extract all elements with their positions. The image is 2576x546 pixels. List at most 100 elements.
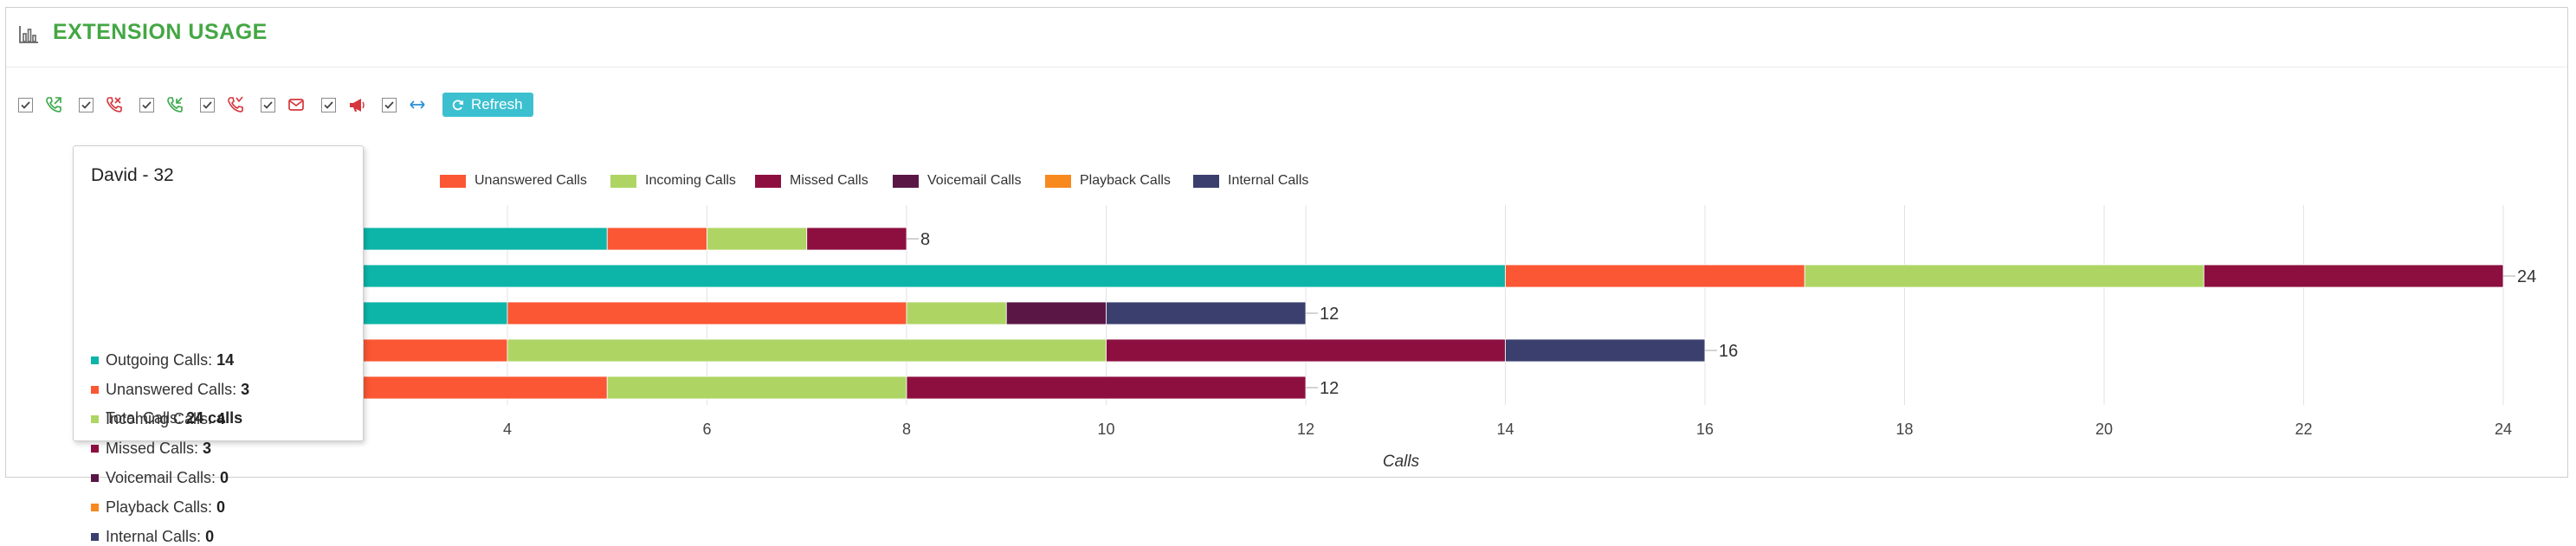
tooltip-total-value: 24 calls	[186, 409, 243, 427]
phone-missed-icon	[224, 93, 247, 116]
envelope-icon	[285, 93, 307, 116]
x-tick-label: 14	[1496, 421, 1514, 438]
bar-segment[interactable]	[1505, 338, 1706, 363]
x-tick-label: 20	[2095, 421, 2113, 438]
filter-checkbox-voicemail[interactable]	[261, 97, 275, 112]
filter-checkbox-outgoing[interactable]	[18, 97, 33, 112]
tooltip-swatch	[91, 445, 99, 453]
legend-item[interactable]: Internal Calls	[1193, 173, 1308, 189]
bar-segment[interactable]	[906, 301, 1007, 325]
filter-checkbox-playback[interactable]	[321, 97, 336, 112]
legend-swatch	[755, 174, 781, 188]
tooltip-row: Internal Calls: 0	[91, 528, 214, 546]
bar-segment[interactable]	[1106, 338, 1506, 363]
legend-swatch	[440, 174, 466, 188]
filter-checkbox-missed[interactable]	[200, 97, 215, 112]
arrows-horizontal-icon	[406, 93, 429, 116]
tooltip-swatch	[91, 504, 99, 511]
tooltip-row-value: 0	[205, 528, 215, 545]
phone-outgoing-icon	[42, 93, 65, 116]
legend-item[interactable]: Playback Calls	[1045, 173, 1171, 189]
bar-total-label: 16	[1719, 342, 1738, 361]
legend-swatch	[1045, 174, 1071, 188]
phone-unanswered-icon	[103, 93, 126, 116]
legend-item[interactable]: Voicemail Calls	[893, 173, 1021, 189]
tooltip-title: David - 32	[91, 165, 174, 185]
legend-label: Missed Calls	[790, 173, 868, 188]
extension-usage-chart: 24681012141618202224824121612Calls	[107, 205, 2536, 471]
megaphone-icon	[345, 93, 368, 116]
refresh-button[interactable]: Refresh	[442, 93, 533, 117]
legend-swatch	[893, 174, 919, 188]
x-tick-label: 12	[1297, 421, 1314, 438]
legend-label: Voicemail Calls	[927, 173, 1022, 188]
bar-segment[interactable]	[707, 227, 808, 251]
x-tick-label: 6	[702, 421, 711, 438]
x-tick-label: 10	[1097, 421, 1114, 438]
tooltip-row-label: Voicemail Calls:	[106, 469, 216, 486]
filter-checkbox-unanswered[interactable]	[79, 97, 94, 112]
bar-total-label: 24	[2517, 267, 2536, 286]
tooltip-row-label: Missed Calls:	[106, 440, 199, 457]
tooltip-row-value: 3	[203, 440, 212, 457]
tooltip-row-value: 0	[220, 469, 229, 486]
filter-checkbox-internal[interactable]	[382, 97, 397, 112]
phone-incoming-icon	[164, 93, 186, 116]
tooltip-swatch	[91, 474, 99, 482]
tooltip-swatch	[91, 415, 99, 423]
tooltip-total: Total Calls: 24 calls	[106, 409, 242, 427]
x-tick-label: 22	[2295, 421, 2312, 438]
legend-label: Internal Calls	[1228, 173, 1309, 188]
bar-segment[interactable]	[2203, 264, 2504, 288]
bar-segment[interactable]	[507, 338, 1107, 363]
x-tick-label: 18	[1895, 421, 1913, 438]
bar-segment[interactable]	[1005, 301, 1107, 325]
panel-header: EXTENSION USAGE	[6, 8, 2567, 67]
filter-toolbar: Refresh	[18, 91, 533, 119]
filter-checkbox-incoming[interactable]	[139, 97, 154, 112]
bar-segment[interactable]	[507, 301, 907, 325]
bar-segment[interactable]	[906, 376, 1307, 400]
refresh-icon	[451, 99, 464, 112]
legend-item[interactable]: Incoming Calls	[610, 173, 736, 189]
bar-total-label: 12	[1320, 379, 1339, 398]
legend-label: Unanswered Calls	[475, 173, 587, 188]
panel-title: EXTENSION USAGE	[53, 20, 268, 44]
bar-segment[interactable]	[1106, 301, 1307, 325]
tooltip-row-label: Playback Calls:	[106, 498, 213, 516]
tooltip-row: Incoming Calls: 4	[91, 410, 225, 428]
tooltip-row: Missed Calls: 3	[91, 440, 211, 458]
x-tick-label: 8	[902, 421, 911, 438]
legend-label: Playback Calls	[1080, 173, 1171, 188]
bar-segment[interactable]	[606, 376, 907, 400]
legend-item[interactable]: Unanswered Calls	[440, 173, 587, 189]
tooltip-row-label: Outgoing Calls:	[106, 351, 213, 369]
bar-total-label: 8	[920, 230, 930, 249]
tooltip-row: Unanswered Calls: 3	[91, 381, 249, 399]
tooltip-row-label: Internal Calls:	[106, 528, 202, 545]
chart-tooltip: David - 32 Outgoing Calls: 14 Unanswered C…	[73, 145, 364, 545]
tooltip-row-label: Incoming Calls:	[106, 410, 213, 427]
tooltip-row-value: 0	[216, 498, 226, 516]
bar-total-label: 12	[1320, 305, 1339, 324]
legend-label: Incoming Calls	[645, 173, 736, 188]
tooltip-swatch	[91, 386, 99, 394]
legend-swatch	[1193, 174, 1219, 188]
x-tick-label: 24	[2495, 421, 2512, 438]
tooltip-swatch	[91, 533, 99, 541]
tooltip-swatch	[91, 357, 99, 364]
refresh-label: Refresh	[471, 96, 523, 112]
legend-item[interactable]: Missed Calls	[755, 173, 868, 189]
bar-segment[interactable]	[1804, 264, 2205, 288]
bar-segment[interactable]	[606, 227, 707, 251]
tooltip-row: Voicemail Calls: 0	[91, 469, 229, 487]
tooltip-row-value: 3	[241, 381, 250, 398]
tooltip-total-label: Total Calls:	[106, 409, 183, 427]
tooltip-row: Playback Calls: 0	[91, 498, 225, 517]
bar-segment[interactable]	[1505, 264, 1805, 288]
x-tick-label: 4	[503, 421, 512, 438]
tooltip-row-value: 14	[216, 351, 235, 369]
x-tick-label: 16	[1696, 421, 1714, 438]
bar-segment[interactable]	[806, 227, 907, 251]
bar-chart-icon	[17, 23, 40, 46]
